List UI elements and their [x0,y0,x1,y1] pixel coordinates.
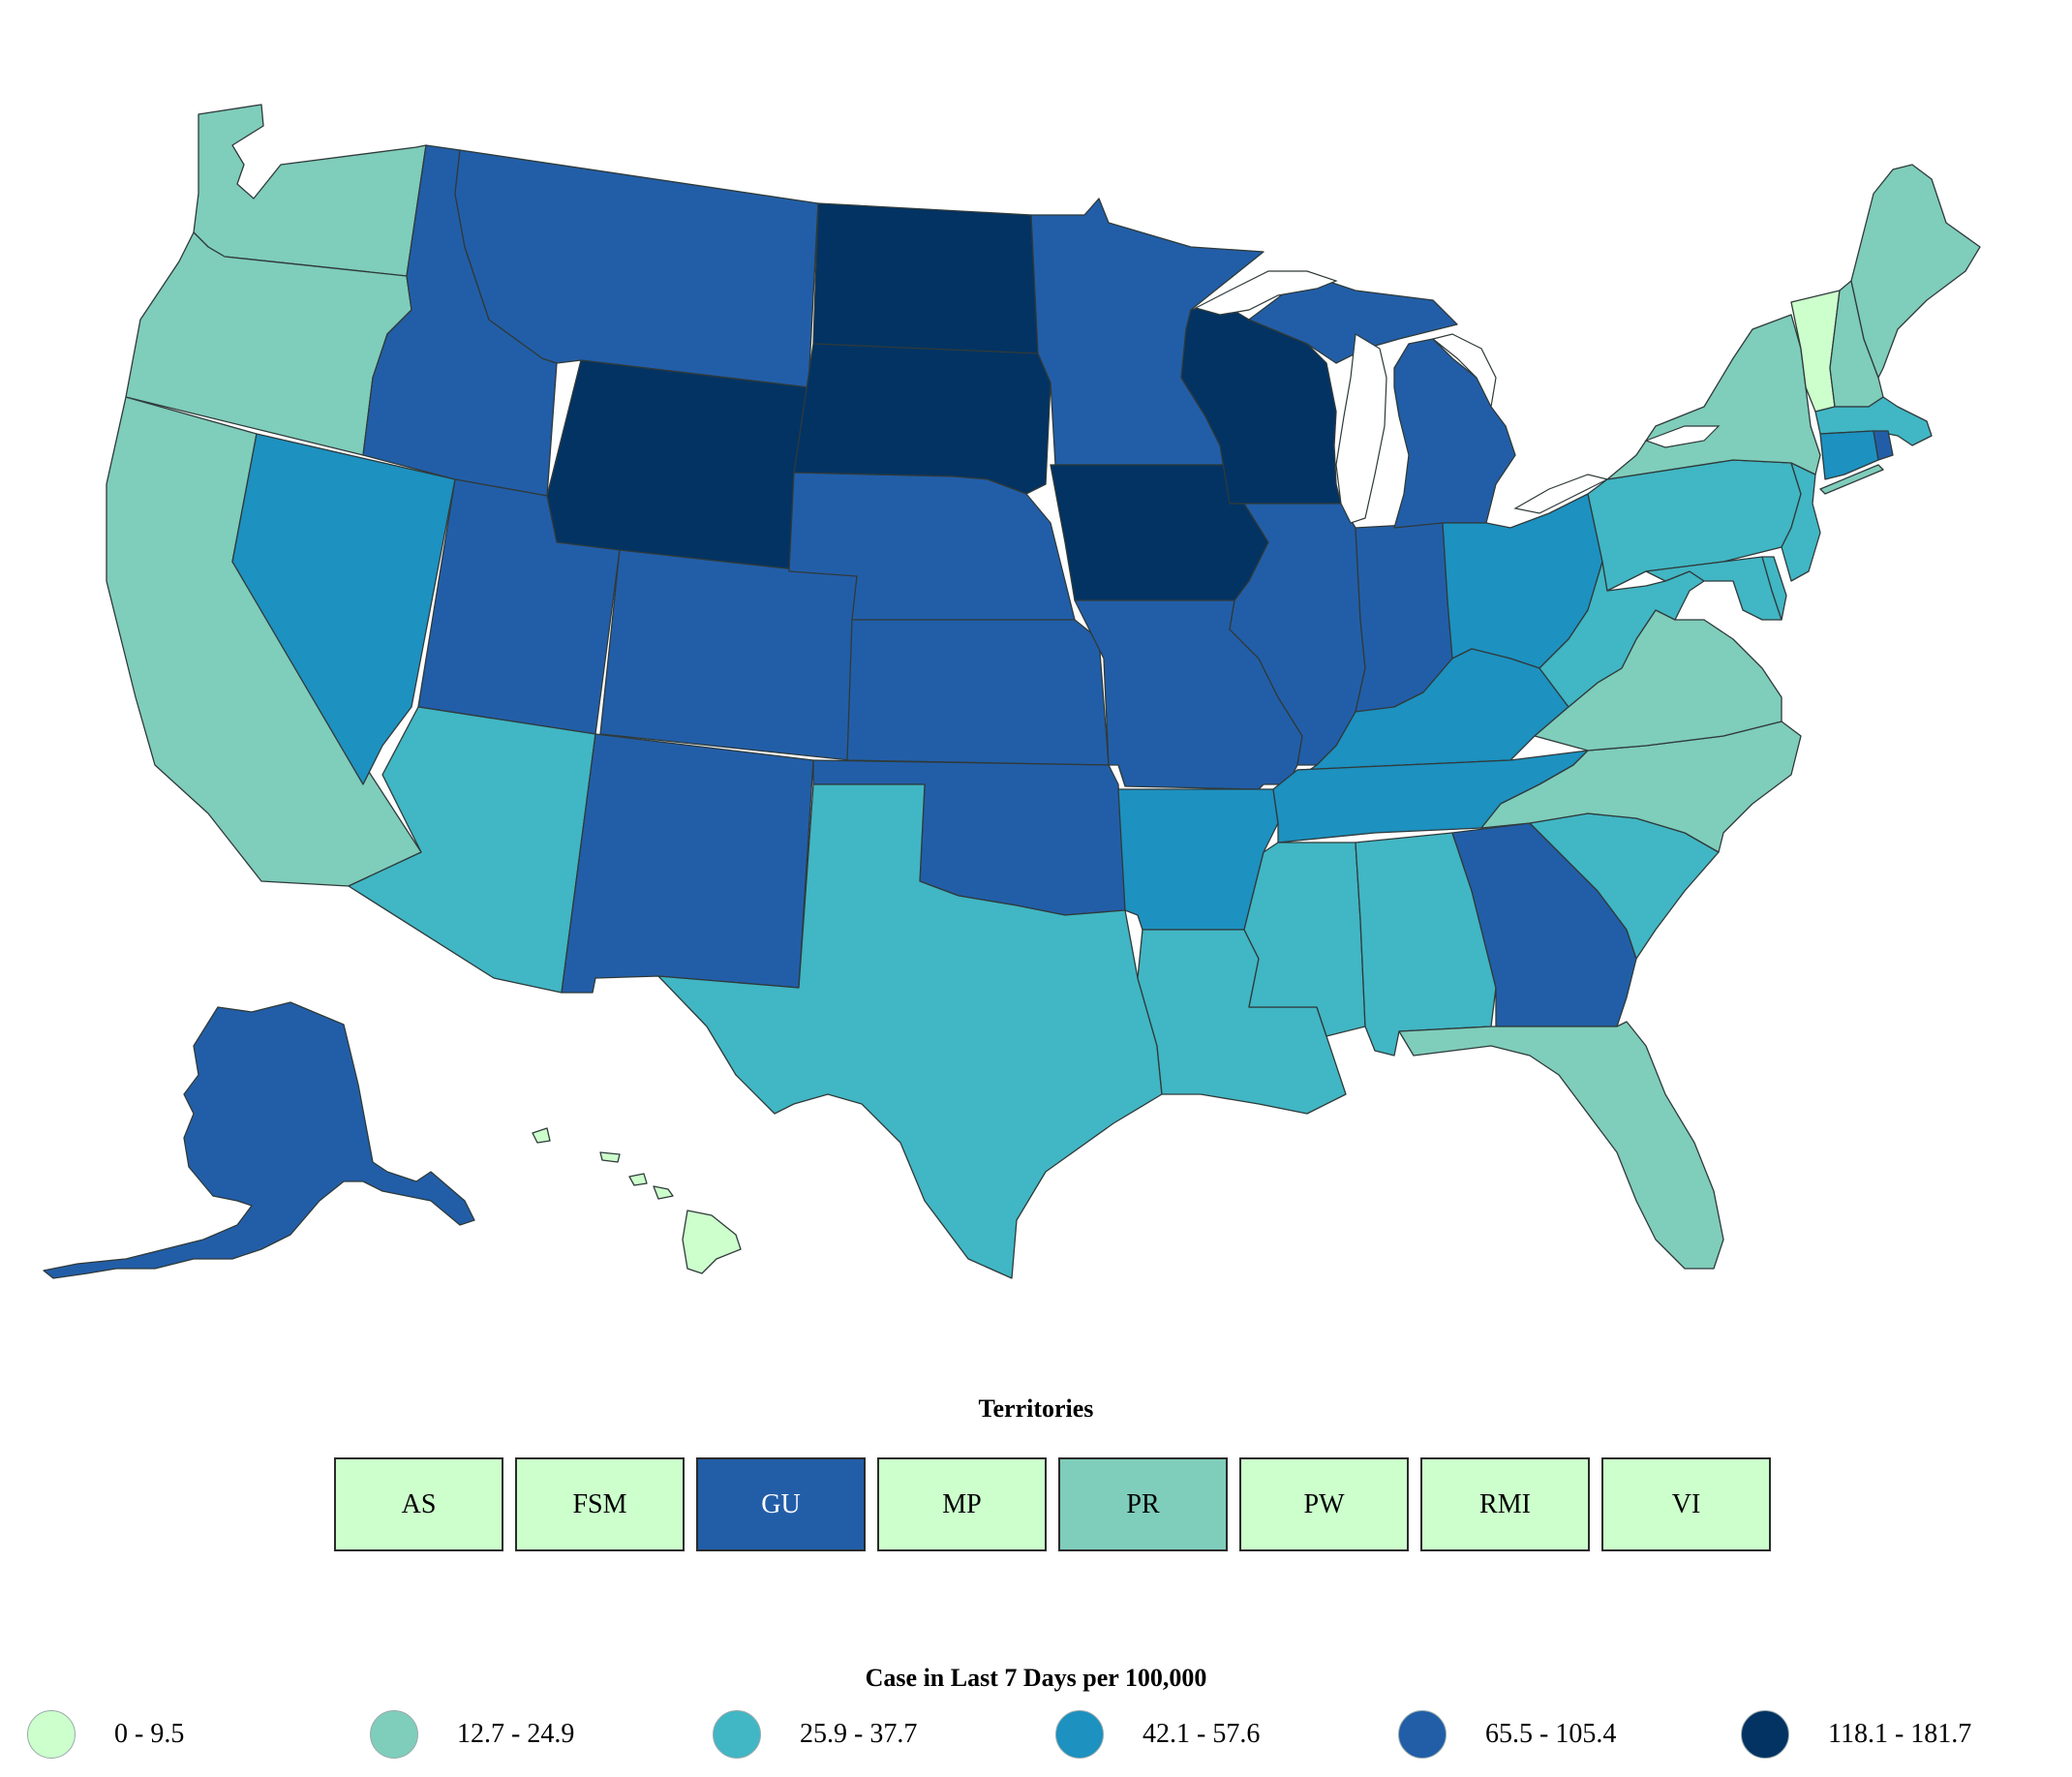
state-wa[interactable] [193,104,427,277]
lake-erie [1513,474,1609,514]
legend-swatch [1398,1710,1447,1759]
state-ri[interactable] [1873,430,1894,461]
territory-label: AS [401,1488,437,1519]
legend-label: 65.5 - 105.4 [1485,1719,1617,1749]
state-ne[interactable] [788,472,1076,621]
legend-label: 42.1 - 57.6 [1143,1719,1261,1749]
legend-label: 118.1 - 181.7 [1828,1719,1972,1749]
us-map [43,104,1981,1279]
territory-label: RMI [1479,1488,1531,1519]
legend-swatch [1055,1710,1104,1759]
legend-title: Case in Last 7 Days per 100,000 [865,1664,1207,1692]
lake-ontario [1644,425,1721,448]
state-me[interactable] [1850,164,1981,379]
territory-pr[interactable]: PR [1058,1457,1228,1551]
state-ms[interactable] [1243,842,1366,1037]
territory-mp[interactable]: MP [877,1457,1047,1551]
legend-swatch [1741,1710,1789,1759]
territory-gu[interactable]: GU [696,1457,866,1551]
territory-fsm[interactable]: FSM [515,1457,685,1551]
state-nd[interactable] [812,202,1039,354]
state-tx[interactable] [657,783,1163,1279]
state-de[interactable] [1761,556,1787,621]
state-nm[interactable] [561,733,814,994]
state-wy[interactable] [546,359,809,577]
territory-label: FSM [572,1488,627,1519]
state-co[interactable] [599,549,858,761]
territory-pw[interactable]: PW [1239,1457,1409,1551]
state-md[interactable] [1645,556,1783,621]
state-ct[interactable] [1819,430,1879,480]
territories-title: Territories [978,1394,1094,1423]
territory-label: PR [1126,1488,1160,1519]
state-ks[interactable] [846,619,1110,766]
territory-label: MP [942,1488,982,1519]
territory-rmi[interactable]: RMI [1420,1457,1590,1551]
territory-label: PW [1303,1488,1345,1519]
territory-vi[interactable]: VI [1601,1457,1771,1551]
legend-item: 0 - 9.5 [27,1710,184,1759]
lake-huron [1431,333,1497,409]
legend-swatch [370,1710,418,1759]
state-nc[interactable] [1480,720,1802,853]
state-fl[interactable] [1398,1021,1724,1270]
legend-label: 0 - 9.5 [114,1719,185,1749]
state-nj[interactable] [1781,462,1821,582]
legend-item: 25.9 - 37.7 [713,1710,917,1759]
territory-label: GU [761,1488,801,1519]
territory-label: VI [1671,1488,1701,1519]
legend-item: 42.1 - 57.6 [1055,1710,1260,1759]
state-hi[interactable] [532,1127,742,1274]
lake-michigan [1335,333,1387,524]
lake-superior [1194,270,1338,316]
legend-label: 25.9 - 37.7 [800,1719,918,1749]
state-wv[interactable] [1539,561,1705,708]
state-ak[interactable] [43,1001,475,1279]
territories-row: AS FSM GU MP PR PW RMI VI [334,1457,1771,1551]
legend-item: 118.1 - 181.7 [1741,1710,1971,1759]
legend-item: 12.7 - 24.9 [370,1710,574,1759]
legend-swatch [713,1710,761,1759]
state-sd[interactable] [793,343,1051,495]
legend-item: 65.5 - 105.4 [1398,1710,1616,1759]
territory-as[interactable]: AS [334,1457,503,1551]
legend-swatch [27,1710,76,1759]
state-mt[interactable] [454,149,819,388]
legend-label: 12.7 - 24.9 [457,1719,575,1749]
